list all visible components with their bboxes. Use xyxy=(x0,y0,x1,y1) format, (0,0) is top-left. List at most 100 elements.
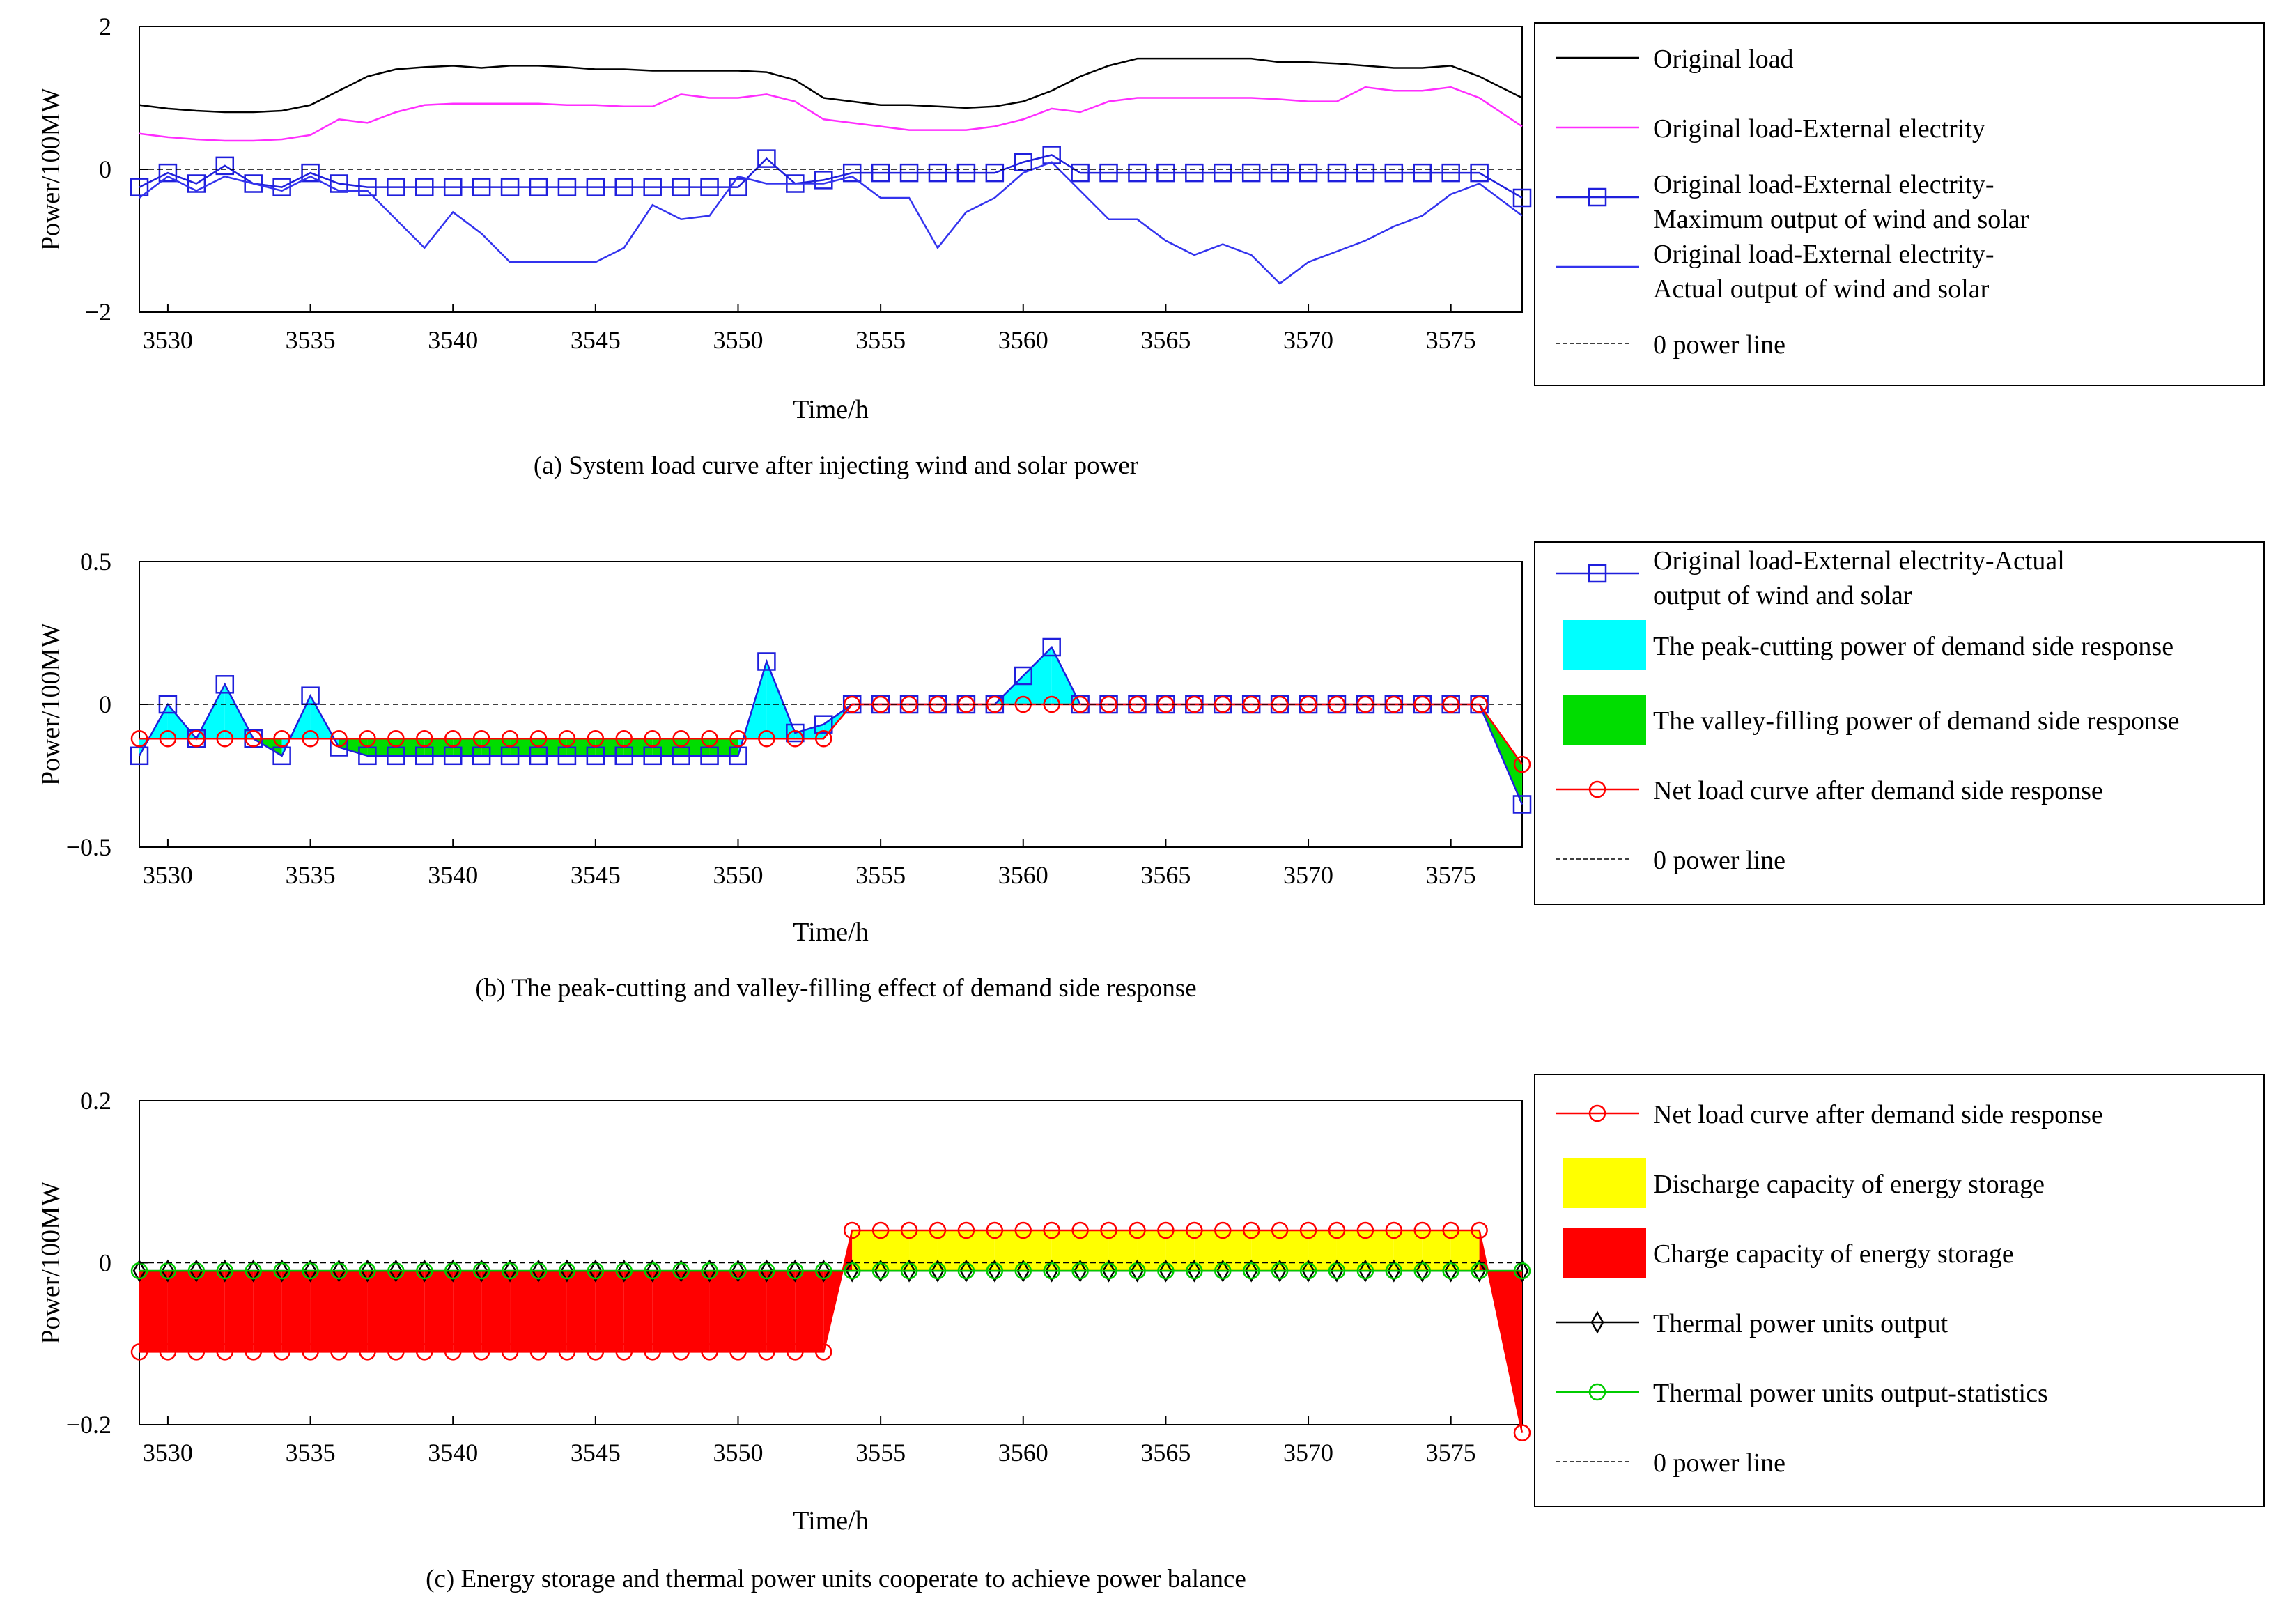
data-point-diamond xyxy=(931,1259,945,1283)
discharge-fill xyxy=(1023,1230,1052,1271)
charge-fill xyxy=(453,1271,482,1352)
discharge-fill xyxy=(881,1230,910,1271)
data-point-square xyxy=(1327,163,1347,183)
data-point-square xyxy=(529,178,548,196)
data-point-square xyxy=(529,746,548,766)
data-point-circle xyxy=(416,1343,433,1361)
data-point-square xyxy=(130,746,149,766)
data-point-circle xyxy=(472,1262,490,1280)
data-point-square xyxy=(301,163,320,183)
x-tick-label: 3560 xyxy=(998,1439,1048,1467)
y-tick-label: 0 xyxy=(99,690,111,718)
data-point-circle xyxy=(1100,1221,1117,1239)
discharge-fill xyxy=(994,1230,1023,1271)
x-tick-label: 3530 xyxy=(143,1439,193,1467)
data-point-circle xyxy=(1356,1221,1374,1239)
legend-label: Original load xyxy=(1653,45,1794,74)
data-point-circle xyxy=(1413,1221,1432,1239)
data-point-square xyxy=(985,163,1005,183)
data-point-diamond xyxy=(1187,1259,1201,1283)
data-point-circle xyxy=(843,1262,861,1280)
x-tick-label: 3575 xyxy=(1426,1439,1476,1467)
legend-entry: Thermal power units output xyxy=(1556,1309,1948,1338)
series-line xyxy=(139,57,1523,114)
data-point-square xyxy=(1270,163,1289,183)
y-tick-label: 0 xyxy=(99,1249,111,1277)
data-point-square xyxy=(814,715,833,734)
discharge-fill xyxy=(1365,1230,1394,1271)
data-point-square xyxy=(1214,163,1232,183)
data-point-square xyxy=(158,163,178,183)
discharge-fill xyxy=(1450,1230,1480,1271)
x-tick-label: 3550 xyxy=(713,326,763,354)
x-tick-label: 3565 xyxy=(1140,326,1191,354)
data-point-square xyxy=(1470,163,1489,183)
legend-marker xyxy=(1590,1310,1604,1334)
data-point-square xyxy=(1512,188,1532,208)
x-tick-label: 3560 xyxy=(998,326,1048,354)
data-point-diamond xyxy=(1016,1259,1030,1283)
data-point-circle xyxy=(1471,1262,1488,1280)
data-point-square xyxy=(586,746,605,766)
x-tick-label: 3555 xyxy=(855,326,906,354)
x-tick-label: 3530 xyxy=(143,326,193,354)
data-point-circle xyxy=(986,1221,1004,1239)
discharge-fill xyxy=(1251,1230,1280,1271)
y-tick-label: −0.2 xyxy=(66,1411,111,1439)
legend-label: Charge capacity of energy storage xyxy=(1653,1239,2014,1269)
data-point-circle xyxy=(758,729,775,748)
y-tick-label: 0.5 xyxy=(80,548,111,575)
legend-marker xyxy=(1588,1383,1606,1401)
data-point-square xyxy=(1299,163,1318,183)
legend-label: Net load curve after demand side respons… xyxy=(1653,776,2103,805)
data-point-square xyxy=(1512,795,1532,814)
chart-a: 3530 3535 3540 3545 3550 3555 3560 3565 3570 3575… xyxy=(36,13,2265,480)
data-point-circle xyxy=(1328,1221,1346,1239)
data-point-circle xyxy=(900,1221,918,1239)
data-point-circle xyxy=(615,729,633,748)
legend-label: Original load-External electrity- xyxy=(1653,170,1994,199)
charge-fill xyxy=(481,1271,511,1352)
data-point-circle xyxy=(701,1343,718,1361)
data-point-circle xyxy=(871,1262,890,1280)
data-point-square xyxy=(472,178,491,196)
data-point-diamond xyxy=(304,1259,318,1283)
data-point-circle xyxy=(787,1343,804,1361)
data-point-square xyxy=(1042,637,1061,657)
x-tick-label: 3570 xyxy=(1283,861,1333,889)
series-line xyxy=(139,703,1524,765)
data-point-circle xyxy=(1413,1262,1432,1280)
legend-label: Thermal power units output xyxy=(1653,1309,1948,1338)
data-point-circle xyxy=(672,1262,690,1280)
data-point-circle xyxy=(929,1221,947,1239)
legend-label: The valley-filling power of demand side … xyxy=(1653,706,2180,736)
data-point-circle xyxy=(444,729,462,748)
data-point-square xyxy=(757,149,776,168)
series-line xyxy=(139,1229,1524,1433)
data-point-circle xyxy=(529,1343,548,1361)
legend-marker xyxy=(1588,780,1606,798)
data-point-square xyxy=(387,178,405,196)
charge-fill xyxy=(281,1271,311,1352)
discharge-fill xyxy=(1280,1230,1309,1271)
data-point-circle xyxy=(245,1343,262,1361)
data-point-diamond xyxy=(646,1259,660,1283)
legend-entry: Net load curve after demand side respons… xyxy=(1556,1100,2103,1129)
data-point-diamond xyxy=(474,1259,488,1283)
data-point-circle xyxy=(1385,1221,1403,1239)
x-tick-label: 3550 xyxy=(713,861,763,889)
data-point-circle xyxy=(444,1343,462,1361)
data-point-square xyxy=(358,178,377,196)
data-point-circle xyxy=(273,1343,290,1361)
data-point-circle xyxy=(1214,1221,1232,1239)
data-point-circle xyxy=(1157,1221,1175,1239)
data-point-circle xyxy=(644,729,661,748)
data-point-diamond xyxy=(247,1259,261,1283)
data-point-diamond xyxy=(1244,1259,1258,1283)
data-point-circle xyxy=(187,729,206,748)
y-tick-label: −2 xyxy=(85,298,111,326)
data-point-circle xyxy=(387,1343,405,1361)
discharge-fill xyxy=(1422,1230,1451,1271)
legend-marker xyxy=(1588,564,1607,583)
